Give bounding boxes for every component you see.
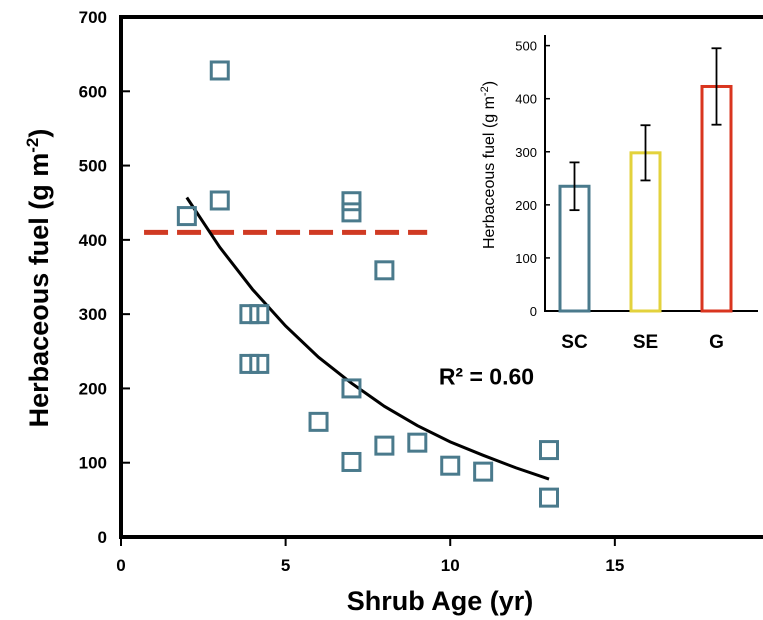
scatter-point <box>341 191 362 212</box>
inset-category-label: SE <box>633 332 658 353</box>
main-x-tick-label: 0 <box>116 556 125 575</box>
main-y-ticks: 0 100 200 300 400 500 600 700 <box>79 8 130 547</box>
scatter-point <box>341 202 362 223</box>
y-axis-label-close: ) <box>24 129 54 138</box>
inset-y-axis-label-text: Herbaceous fuel (g m <box>481 96 498 249</box>
inset-y-axis-label-superscript: -2 <box>479 86 491 96</box>
main-x-tick-label: 10 <box>441 556 460 575</box>
main-y-tick-label: 0 <box>98 528 107 547</box>
r-squared-annotation: R² = 0.60 <box>439 364 534 390</box>
scatter-point <box>209 190 230 211</box>
inset-category-label: SC <box>561 332 588 353</box>
inset-y-tick-label: 400 <box>515 92 537 107</box>
main-y-tick-label: 400 <box>79 231 107 250</box>
inset-category-label: G <box>709 332 724 353</box>
inset-y-axis-label: Herbaceous fuel (g m-2) <box>479 81 498 249</box>
scatter-point <box>539 440 559 461</box>
inset-bar-chart: 0 100 200 300 400 500 SC SE G Herbaceous fuel (… <box>470 32 758 353</box>
fit-curve <box>185 196 550 481</box>
y-axis-label: Herbaceous fuel (g m-2) <box>23 129 54 428</box>
main-y-tick-label: 700 <box>79 8 107 27</box>
inset-category-labels: SC SE G <box>561 332 724 353</box>
scatter-point <box>473 461 494 482</box>
main-y-tick-label: 600 <box>79 82 107 101</box>
scatter-point <box>407 432 428 453</box>
scatter-point <box>209 60 230 81</box>
scatter-point <box>308 411 329 432</box>
y-axis-label-text: Herbaceous fuel (g m <box>24 153 54 428</box>
inset-bars <box>558 47 733 313</box>
scatter-point <box>249 304 270 325</box>
inset-y-tick-label: 300 <box>515 145 537 160</box>
annotations: R² = 0.60 <box>439 364 534 390</box>
scatter-point <box>374 260 395 281</box>
main-x-tick-label: 15 <box>605 556 624 575</box>
inset-y-tick-label: 500 <box>515 39 537 54</box>
main-x-ticks: 0 5 10 15 <box>116 537 624 575</box>
inset-y-tick-label: 0 <box>530 304 537 319</box>
scatter-point <box>176 206 197 227</box>
y-axis-label-superscript: -2 <box>23 138 42 153</box>
inset-y-ticks: 0 100 200 300 400 500 <box>515 39 550 319</box>
scatter-point <box>374 435 395 456</box>
main-y-tick-label: 200 <box>79 379 107 398</box>
main-x-tick-label: 5 <box>281 556 290 575</box>
inset-y-axis-label-close: ) <box>481 81 498 86</box>
scatter-point <box>539 487 559 508</box>
scatter-point <box>341 378 362 399</box>
main-y-tick-label: 300 <box>79 305 107 324</box>
inset-y-tick-label: 200 <box>515 198 537 213</box>
x-axis-label: Shrub Age (yr) <box>347 586 534 616</box>
scatter-point <box>249 353 270 374</box>
scatter-point <box>440 455 461 476</box>
inset-y-tick-label: 100 <box>515 251 537 266</box>
main-y-tick-label: 100 <box>79 454 107 473</box>
scatter-point <box>341 451 362 472</box>
scatter-points <box>176 60 559 508</box>
main-y-tick-label: 500 <box>79 157 107 176</box>
